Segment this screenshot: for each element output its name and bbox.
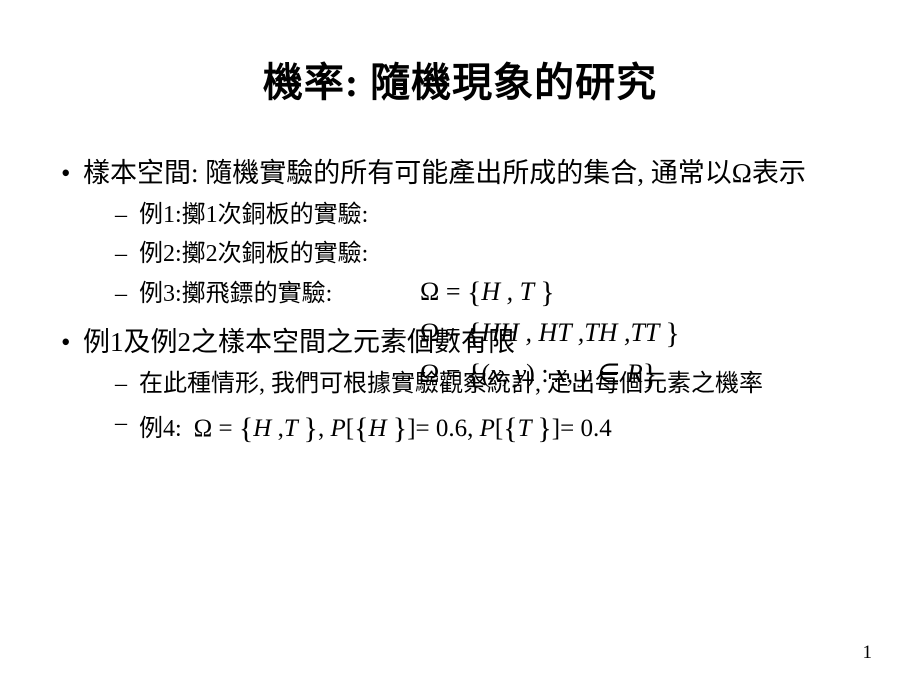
f4-T2: T <box>518 415 531 442</box>
formula-3: Ω = {(x, y) : x, y ∈ R} <box>420 358 657 392</box>
bullet-1-text: 樣本空間: 隨機實驗的所有可能產出所成的集合, 通常以Ω表示 <box>83 158 806 188</box>
slide-title: 機率: 隨機現象的研究 <box>55 50 865 108</box>
f1-omega: Ω <box>420 277 439 306</box>
f3-set: x <box>490 359 502 388</box>
f2-set: HH , HT ,TH ,TT <box>481 318 665 347</box>
sub-1-1-text: 例1:擲1次銅板的實驗: <box>139 202 368 228</box>
page-number: 1 <box>863 642 873 664</box>
sub-1-3-text: 例3:擲飛鏢的實驗: <box>139 281 332 307</box>
sub-2-2: 例4: Ω = {H ,T }, P[{H }]= 0.6, P[{T }]= … <box>83 404 865 454</box>
f4-P1: P <box>330 415 345 442</box>
f4-v1: 0.6 <box>436 415 467 442</box>
f4-H1: H <box>253 415 271 442</box>
sub-1-2-text: 例2:擲2次銅板的實驗: <box>139 241 368 267</box>
sub-1-1: 例1:擲1次銅板的實驗: <box>83 196 865 236</box>
f4-P2: P <box>480 415 495 442</box>
sub-2-2-text: 例4: <box>139 416 182 442</box>
formula-2: Ω = {HH , HT ,TH ,TT } <box>420 317 680 351</box>
f4-H2: H <box>368 415 386 442</box>
f2-omega: Ω <box>420 318 439 347</box>
f3-omega: Ω <box>420 359 439 388</box>
formula-1: Ω = {H , T } <box>420 276 555 310</box>
f4-omega: Ω <box>194 415 213 442</box>
sub-1-2: 例2:擲2次銅板的實驗: <box>83 235 865 275</box>
f4-T1: T <box>284 415 297 442</box>
f1-set: H , T <box>481 277 540 306</box>
f4-v2: 0.4 <box>580 415 611 442</box>
formula-4: Ω = {H ,T }, P[{H }]= 0.6, P[{T }]= 0.4 <box>194 415 612 442</box>
